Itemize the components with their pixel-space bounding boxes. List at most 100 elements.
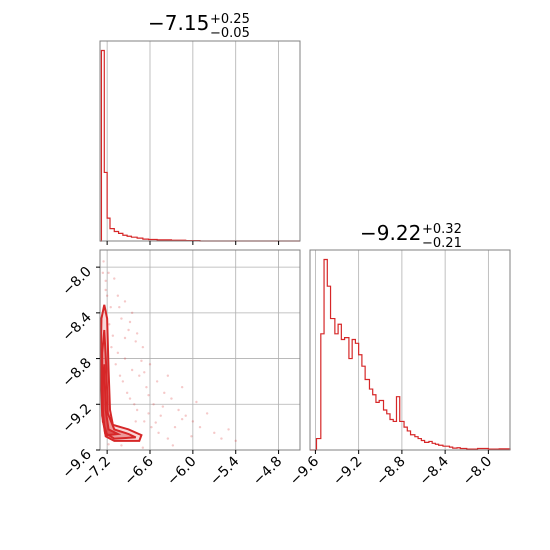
scatter-point [134,420,137,423]
scatter-point [195,400,198,404]
scatter-point [121,380,125,383]
scatter-point [107,271,110,275]
scatter-point [128,320,132,324]
contour-level-3 [101,364,122,437]
scatter-point [120,444,123,447]
scatter-point [141,446,145,449]
scatter-point [116,294,120,297]
y-tick-label-joint: −8.0 [59,264,94,299]
scatter-point [123,300,127,303]
scatter-point [171,444,175,447]
x-tick-label-joint: −6.6 [121,453,156,488]
joint-scatter-param1-param2: −7.2 −6.6 −6.0 −5.4 −4.8−8.0−8.4−8.8−9.2−9.6 [59,249,301,489]
scatter-point [138,374,141,377]
scatter-point [135,332,139,335]
histogram-step-1 [100,49,300,242]
title-1-main: −7.15 [148,11,209,35]
scatter-point [227,428,230,431]
scatter-point [101,271,105,275]
scatter-point [180,385,184,389]
scatter-point [135,408,139,412]
scatter-point [109,305,112,309]
scatter-point [125,391,129,395]
scatter-point [213,431,216,435]
scatter-point [110,345,113,349]
scatter-point [102,260,105,263]
scatter-point [234,439,237,443]
frame-joint [99,249,301,451]
scatter-point [143,371,146,374]
frame-top [99,40,301,242]
scatter-point [127,328,130,332]
scatter-point [147,412,150,415]
scatter-point [166,374,170,377]
scatter-point [116,351,120,355]
scatter-point [198,425,202,429]
x-tick-label-right: −8.8 [373,454,408,489]
histogram-step-2 [310,258,511,451]
scatter-point [128,397,132,400]
x-tick-label-joint: −4.8 [250,454,285,489]
scatter-point [145,385,148,389]
scatter-point [190,435,193,438]
scatter-point [143,420,146,423]
x-tick-label-right: −8.0 [460,454,495,489]
scatter-point [118,305,121,309]
marginal-histogram-param1 [99,40,301,245]
scatter-point [177,408,180,412]
scatter-point [130,311,134,315]
y-tick-label-joint: −8.4 [59,309,94,344]
scatter-point [104,279,107,283]
scatter-point [107,443,110,446]
scatter-point [170,397,173,400]
scatter-point [191,420,195,423]
title-2-sub: −0.21 [422,236,462,251]
x-tick-label-right: −8.4 [417,453,452,488]
scatter-point [140,359,143,363]
scatter-point [108,323,111,326]
x-tick-label-joint: −6.0 [164,454,199,489]
svg-text:−7.15: −7.15 [148,11,209,35]
scatter-point [159,414,162,417]
title-1-sub: −0.05 [210,26,250,41]
scatter-point [180,417,184,421]
scatter-point [205,412,209,415]
scatter-point [141,345,145,349]
scatter-point [173,425,177,429]
scatter-point [150,425,153,429]
title-2-main: −9.22 [360,221,421,245]
scatter-point [161,405,165,408]
x-tick-label-right: −9.6 [287,453,322,488]
scatter-point [133,403,136,406]
scatter-point [104,288,107,292]
scatter-point [130,368,134,372]
y-tick-label-joint: −9.2 [59,401,94,436]
scatter-point [134,340,137,343]
marginal-histogram-param2: −9.6 −9.2 −8.8 −8.4 −8.0 [287,249,511,489]
title-2-sup: +0.32 [422,222,462,237]
x-tick-label-joint: −5.4 [207,453,242,488]
title-1-sup: +0.25 [210,12,250,27]
y-tick-label-joint: −8.8 [59,355,94,390]
scatter-point [152,403,155,406]
scatter-point [147,393,150,397]
scatter-point [154,421,157,424]
frame-right [309,249,511,451]
scatter-point [114,363,117,366]
scatter-point [120,317,123,320]
scatter-point [118,374,122,377]
scatter-point [184,414,187,417]
scatter-point [157,431,160,435]
scatter-point [123,336,127,340]
svg-text:−9.22: −9.22 [360,221,421,245]
scatter-point [166,437,170,440]
scatter-point [113,277,116,280]
scatter-point [220,437,223,440]
scatter-point [105,294,109,297]
scatter-point [148,363,152,366]
scatter-point [155,380,159,383]
scatter-point [163,391,166,395]
x-tick-label-right: −9.2 [330,454,365,489]
scatter-point [123,357,127,360]
